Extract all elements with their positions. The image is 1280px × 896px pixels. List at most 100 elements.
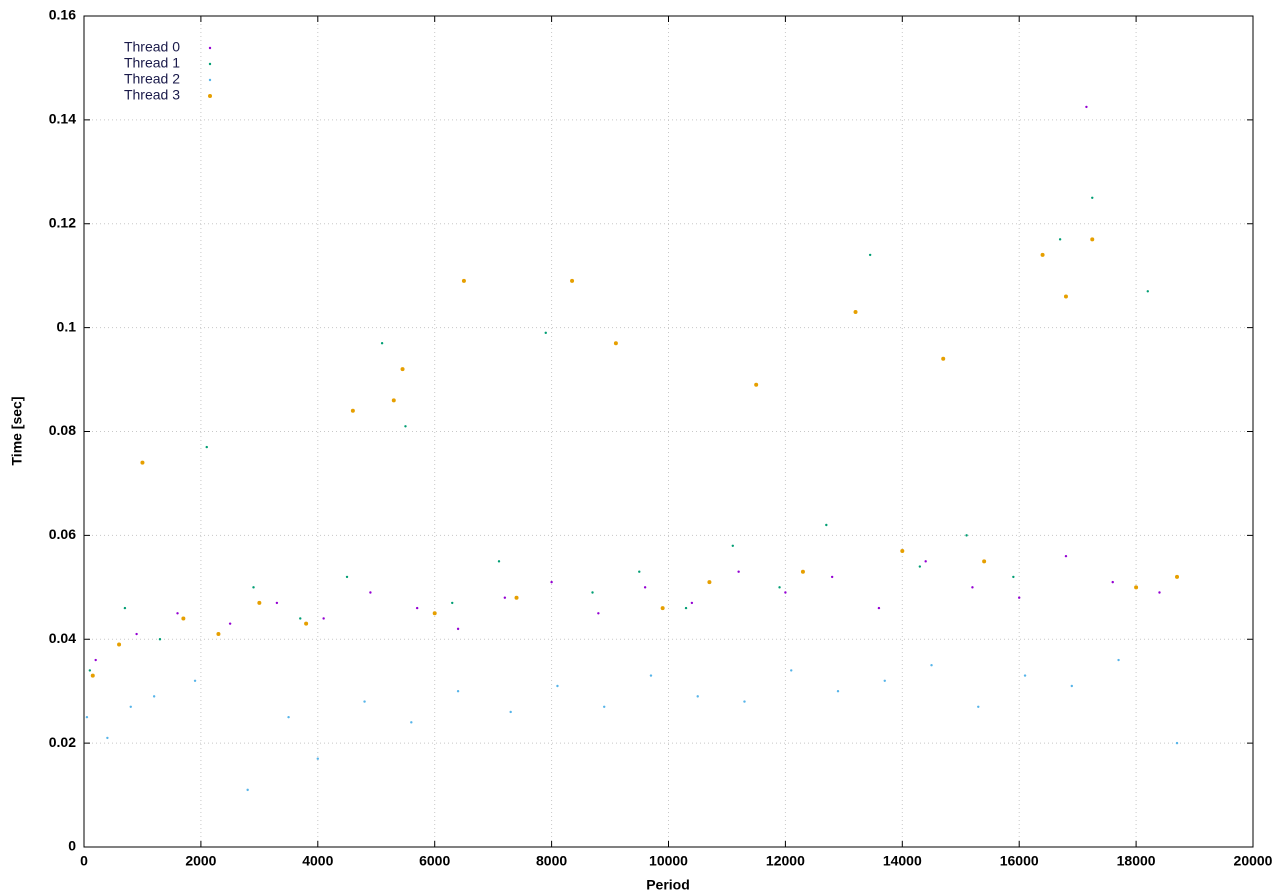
x-tick-label: 0 [80, 853, 88, 869]
point [550, 580, 553, 584]
point [743, 700, 746, 703]
point [176, 612, 179, 615]
point [1063, 294, 1068, 299]
y-axis-label: Time [sec] [9, 397, 25, 466]
point [228, 622, 232, 625]
legend-label: Thread 1 [124, 55, 180, 71]
point [638, 570, 641, 573]
x-tick-label: 14000 [883, 853, 922, 869]
point [883, 679, 886, 682]
point [941, 356, 946, 361]
legend-marker [208, 78, 212, 82]
point [924, 560, 927, 563]
point [1090, 237, 1095, 242]
point [696, 695, 699, 698]
point [868, 253, 872, 257]
point [570, 278, 575, 283]
point [322, 617, 325, 620]
point [461, 278, 466, 283]
point [369, 591, 372, 594]
point [1064, 554, 1068, 558]
point [900, 548, 905, 553]
y-tick-label: 0.06 [49, 526, 76, 542]
point [117, 642, 122, 647]
point [597, 612, 600, 615]
point [737, 570, 740, 573]
x-tick-label: 2000 [185, 853, 216, 869]
point [613, 341, 618, 346]
point [643, 586, 647, 589]
legend-label: Thread 2 [124, 71, 180, 87]
point [129, 705, 132, 708]
point [1134, 585, 1139, 590]
point [684, 606, 688, 610]
point [451, 601, 454, 605]
legend-label: Thread 3 [124, 87, 180, 103]
y-tick-label: 0.14 [49, 111, 76, 127]
point [731, 544, 734, 547]
point [216, 632, 221, 637]
legend-marker [208, 46, 212, 50]
point [977, 705, 980, 708]
x-axis-label: Period [646, 877, 690, 893]
point [415, 606, 419, 610]
point [503, 596, 507, 599]
point [930, 664, 933, 667]
x-tick-label: 18000 [1117, 853, 1156, 869]
point [135, 632, 138, 636]
legend-marker [208, 62, 212, 66]
point [363, 700, 366, 703]
point [982, 559, 987, 564]
x-tick-label: 20000 [1234, 853, 1273, 869]
legend-label: Thread 0 [124, 39, 180, 55]
point [971, 586, 974, 589]
point [778, 586, 781, 589]
point [123, 606, 127, 610]
point [707, 580, 712, 585]
point [88, 669, 92, 672]
y-tick-label: 0.08 [49, 422, 76, 438]
point [287, 715, 290, 719]
point [345, 575, 349, 579]
point [754, 382, 759, 387]
point [304, 621, 309, 626]
point [1158, 591, 1161, 594]
point [603, 705, 606, 708]
point [90, 673, 95, 678]
point [784, 591, 787, 594]
point [836, 689, 840, 693]
point [193, 679, 197, 682]
point [181, 616, 186, 621]
point [514, 595, 519, 600]
y-tick-label: 0 [68, 838, 76, 854]
y-tick-label: 0.02 [49, 734, 76, 750]
point [1175, 574, 1180, 579]
x-tick-label: 10000 [649, 853, 688, 869]
point [456, 627, 460, 631]
point [400, 367, 405, 372]
x-tick-label: 6000 [419, 853, 450, 869]
point [690, 601, 694, 605]
point [85, 715, 89, 719]
point [497, 560, 501, 563]
point [1146, 290, 1149, 293]
x-tick-label: 8000 [536, 853, 567, 869]
point [1175, 741, 1179, 745]
point [1012, 575, 1015, 579]
point [316, 757, 319, 760]
point [152, 695, 156, 698]
point [1023, 674, 1027, 677]
point [158, 638, 162, 641]
point [257, 600, 262, 605]
point [918, 565, 922, 568]
point [140, 460, 145, 465]
point [380, 342, 384, 345]
point [1040, 252, 1045, 257]
point [391, 398, 396, 403]
point [1111, 580, 1114, 584]
point [825, 523, 828, 527]
point [410, 721, 413, 724]
x-tick-label: 12000 [766, 853, 805, 869]
point [591, 591, 594, 594]
